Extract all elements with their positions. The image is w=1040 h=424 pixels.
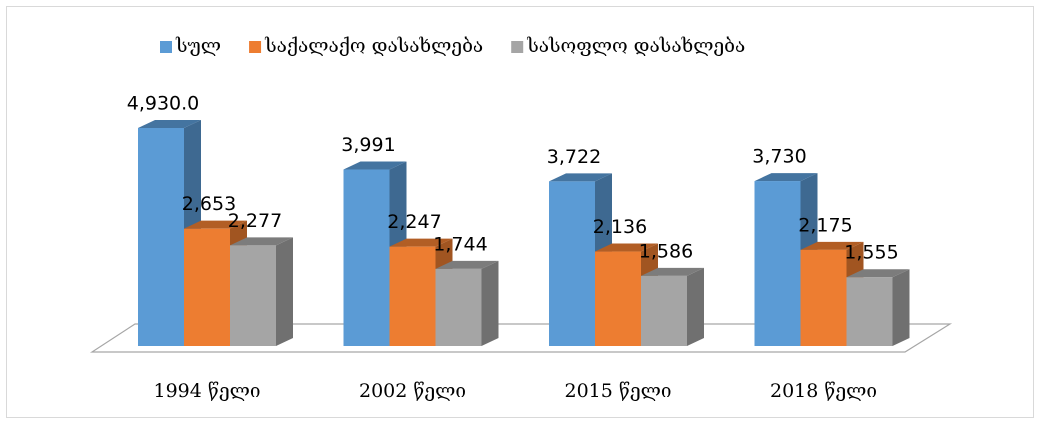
floor bbox=[89, 323, 953, 353]
x-tick-label: 1994 წელი bbox=[154, 380, 261, 402]
bar bbox=[184, 228, 230, 346]
bar-top bbox=[800, 241, 864, 250]
x-tick-label: 2018 წელი bbox=[770, 380, 877, 402]
value-label: 2,247 bbox=[387, 211, 441, 233]
bar-top bbox=[846, 269, 910, 278]
bar-top bbox=[184, 220, 247, 229]
bar-top bbox=[138, 120, 201, 128]
bar bbox=[230, 245, 276, 346]
value-label: 2,136 bbox=[593, 216, 647, 238]
bar bbox=[595, 251, 641, 346]
bar-top bbox=[595, 243, 658, 252]
bar bbox=[389, 246, 436, 346]
bar bbox=[846, 277, 893, 346]
value-label: 1,555 bbox=[844, 242, 898, 264]
bar-side bbox=[481, 260, 499, 346]
bar-side bbox=[687, 267, 704, 346]
legend-swatch bbox=[249, 41, 262, 53]
value-label: 4,930.0 bbox=[127, 93, 200, 115]
legend-label: სასოფლო დასახლება bbox=[526, 35, 745, 57]
bar bbox=[343, 169, 390, 346]
legend-label: სულ bbox=[175, 35, 221, 57]
legend-swatch bbox=[511, 41, 524, 53]
bar-top bbox=[754, 173, 818, 182]
value-label: 3,991 bbox=[341, 134, 395, 156]
bar-top bbox=[230, 237, 293, 246]
value-label: 3,722 bbox=[547, 146, 601, 168]
x-tick-label: 2015 წელი bbox=[565, 380, 672, 402]
value-label: 2,653 bbox=[182, 193, 236, 215]
bar bbox=[138, 128, 184, 346]
legend-swatch bbox=[160, 41, 172, 53]
value-label: 2,277 bbox=[228, 210, 282, 232]
bar bbox=[641, 275, 687, 346]
value-label: 1,744 bbox=[433, 233, 487, 255]
bar-top bbox=[549, 173, 612, 182]
value-label: 1,586 bbox=[639, 240, 693, 262]
legend-label: საქალაქო დასახლება bbox=[264, 35, 483, 57]
bar bbox=[800, 249, 847, 346]
value-label: 2,175 bbox=[798, 214, 852, 236]
bar-side bbox=[276, 237, 293, 346]
value-label: 3,730 bbox=[752, 146, 806, 168]
bar bbox=[549, 181, 595, 346]
bar bbox=[435, 268, 482, 346]
bar-top bbox=[343, 161, 407, 170]
bar-side bbox=[892, 269, 910, 346]
bar-top bbox=[389, 238, 453, 247]
bar bbox=[754, 181, 801, 346]
x-tick-label: 2002 წელი bbox=[359, 380, 466, 402]
bar-top bbox=[435, 260, 499, 269]
bar-top bbox=[641, 267, 704, 276]
